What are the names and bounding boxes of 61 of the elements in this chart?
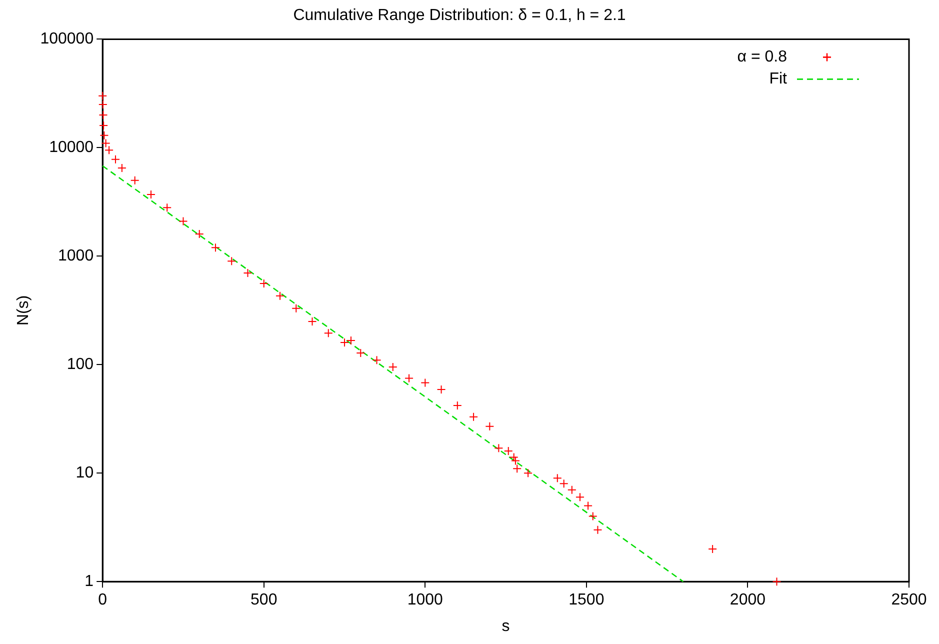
point <box>210 243 220 252</box>
point <box>340 338 350 347</box>
legend-label: α = 0.8 <box>737 48 788 66</box>
y-tick-label: 10 <box>76 464 94 482</box>
point <box>494 444 504 453</box>
point <box>100 130 109 140</box>
y-tick-label: 10000 <box>49 139 94 156</box>
point <box>101 138 110 148</box>
point <box>178 216 188 226</box>
point <box>567 485 576 494</box>
point <box>276 291 284 300</box>
point <box>584 501 593 510</box>
point <box>469 412 478 422</box>
point <box>593 525 602 534</box>
y-axis-title: N(s) <box>15 295 32 326</box>
point <box>146 190 156 200</box>
point <box>308 316 317 326</box>
point <box>404 374 414 383</box>
point <box>194 230 204 239</box>
point <box>388 362 398 372</box>
y-tick-label: 1 <box>84 573 94 590</box>
y-tick-label: 1000 <box>58 248 94 265</box>
point <box>708 544 718 554</box>
point <box>130 176 140 185</box>
x-tick-label: 2000 <box>730 592 766 609</box>
point <box>98 110 108 120</box>
point <box>772 577 782 586</box>
point <box>243 268 252 278</box>
x-tick-label: 2500 <box>891 592 927 609</box>
point <box>110 154 120 164</box>
point <box>372 356 382 365</box>
point <box>356 348 366 358</box>
point <box>98 100 108 110</box>
y-tick-label: 100000 <box>40 30 94 48</box>
point <box>98 91 108 100</box>
point <box>104 146 114 155</box>
x-tick-label: 1000 <box>407 592 444 609</box>
y-tick-label: 100 <box>66 356 94 374</box>
chart-title: Cumulative Range Distribution: δ = 0.1, h = 2.1 <box>293 7 626 24</box>
point <box>436 385 446 394</box>
point <box>485 422 494 431</box>
point <box>346 336 356 345</box>
x-tick-label: 500 <box>250 592 278 609</box>
point <box>512 464 522 474</box>
x-tick-label: 1500 <box>568 592 604 609</box>
point <box>99 121 108 130</box>
point <box>588 512 598 521</box>
point <box>227 256 236 266</box>
point <box>524 468 533 478</box>
point <box>117 163 126 172</box>
x-tick-label: 0 <box>98 592 108 609</box>
point <box>575 492 584 502</box>
point <box>162 203 172 212</box>
point <box>324 328 333 338</box>
point <box>420 378 430 388</box>
point <box>292 304 301 313</box>
point <box>259 278 268 288</box>
legend-label: Fit <box>769 70 788 88</box>
point <box>510 456 520 466</box>
x-axis-title: s <box>502 618 510 635</box>
point <box>452 401 462 410</box>
